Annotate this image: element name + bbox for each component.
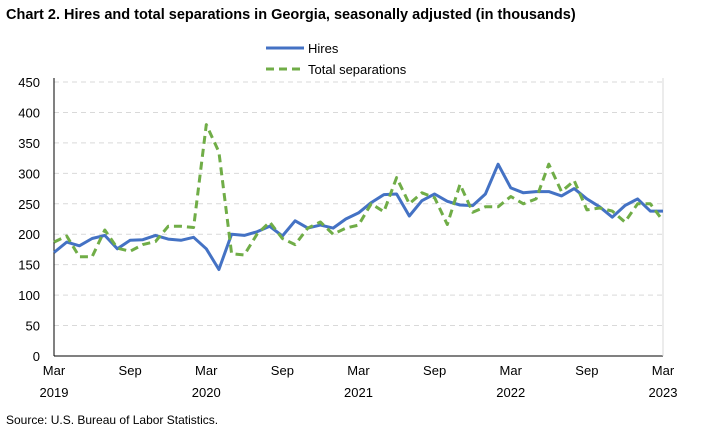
x-tick-year: 2019 <box>40 385 69 400</box>
x-tick-month: Mar <box>195 363 218 378</box>
y-tick-label: 150 <box>18 258 40 273</box>
legend-label: Total separations <box>308 62 407 77</box>
x-tick-month: Mar <box>652 363 675 378</box>
x-tick-month: Sep <box>575 363 598 378</box>
x-tick-year: 2023 <box>649 385 678 400</box>
x-tick-year: 2021 <box>344 385 373 400</box>
y-tick-label: 100 <box>18 288 40 303</box>
x-tick-month: Sep <box>423 363 446 378</box>
y-tick-label: 0 <box>33 349 40 364</box>
y-tick-label: 50 <box>26 319 40 334</box>
x-tick-year: 2020 <box>192 385 221 400</box>
y-tick-label: 200 <box>18 227 40 242</box>
x-tick-month: Mar <box>347 363 370 378</box>
x-tick-month: Sep <box>119 363 142 378</box>
x-tick-month: Sep <box>271 363 294 378</box>
x-tick-month: Mar <box>43 363 66 378</box>
series-line-hires <box>53 162 663 271</box>
chart-title: Chart 2. Hires and total separations in … <box>6 7 576 23</box>
y-tick-label: 350 <box>18 136 40 151</box>
series-line-total-separations <box>53 123 665 259</box>
y-tick-label: 450 <box>18 75 40 90</box>
legend-label: Hires <box>308 41 339 56</box>
source-note: Source: U.S. Bureau of Labor Statistics. <box>6 413 219 427</box>
y-tick-label: 400 <box>18 105 40 120</box>
y-tick-label: 250 <box>18 197 40 212</box>
y-tick-label: 300 <box>18 166 40 181</box>
x-tick-month: Mar <box>500 363 523 378</box>
x-tick-year: 2022 <box>496 385 525 400</box>
